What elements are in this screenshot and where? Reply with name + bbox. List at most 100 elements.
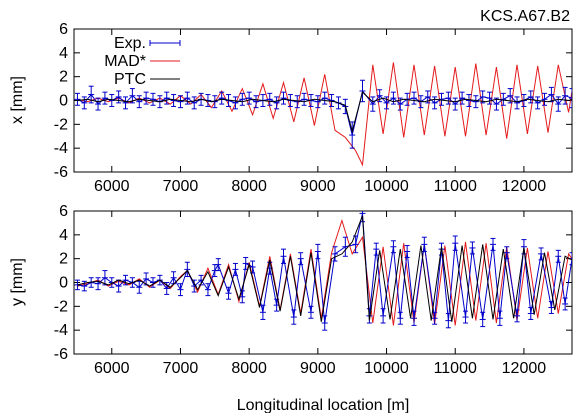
data-point-exp-y [101,270,108,286]
data-point-exp-y [380,308,387,324]
data-point-exp-y [259,304,266,320]
series-line-ptc-y [77,215,572,322]
data-point-exp-x [314,95,321,109]
data-point-exp-x [301,92,308,106]
data-point-exp-x [246,91,253,105]
data-point-exp-x [177,95,184,109]
series-line-mad-x [77,62,572,167]
y-tick-label: 2 [59,251,68,268]
data-point-exp-y [538,247,545,261]
data-point-exp-y [397,311,404,325]
x-axis-label: Longitudinal location [m] [237,397,410,413]
y-tick-label: 0 [59,275,68,292]
legend-label-exp: Exp. [114,35,146,52]
data-point-exp-x [541,92,548,106]
data-point-exp-y [184,261,191,278]
data-point-exp-y [314,243,321,260]
data-point-exp-x [95,97,102,111]
data-point-exp-x [328,94,335,107]
data-point-exp-y [332,246,339,262]
data-point-exp-y [496,310,503,326]
data-point-exp-y [555,249,562,263]
data-point-exp-y [514,309,521,323]
ticks-y-panel: 6000 7000 8000 9000 10000 11000 12000 -6 -4 -2 0 2 4… [54,203,572,377]
data-point-exp-y [177,283,184,297]
data-point-exp-y [321,315,328,331]
data-point-exp-x [81,96,88,110]
data-point-exp-y [562,297,569,311]
data-point-exp-y [352,235,359,254]
data-point-exp-x [170,94,177,107]
data-point-exp-x [74,92,81,106]
data-point-exp-y [469,241,476,255]
data-point-exp-y [342,236,349,257]
data-point-exp-y [479,311,486,328]
data-point-exp-x [359,79,366,103]
data-point-exp-x [101,91,108,105]
data-point-exp-x [431,96,438,110]
data-point-exp-x [232,96,239,110]
data-point-exp-y [490,237,497,251]
y-tick-label: 4 [59,227,68,244]
x-tick-label: 11000 [434,360,477,377]
data-point-exp-y [239,290,246,304]
data-point-exp-y [307,305,314,319]
data-point-exp-y [225,286,232,300]
x-tick-label: 9000 [300,178,336,195]
y-tick-label: -2 [54,298,68,315]
y-tick-label: -4 [54,322,68,339]
x-tick-label: 7000 [163,360,199,377]
y-tick-label: 0 [59,93,68,110]
data-point-exp-x [163,91,170,105]
data-point-exp-x [294,95,301,109]
data-point-exp-y [452,235,459,251]
x-tick-label: 12000 [502,360,547,377]
data-point-exp-x [253,95,260,109]
data-point-exp-x [562,86,569,105]
data-point-exp-y [431,311,438,325]
data-point-exp-y [290,309,297,325]
data-point-exp-y [232,262,239,276]
ticks-x-panel: 6000 7000 8000 9000 10000 11000 12000 -6 -4 -2 0 2 4… [54,21,572,195]
x-tick-label: 10000 [364,178,409,195]
data-point-exp-x [191,96,198,110]
x-tick-label: 12000 [502,178,547,195]
data-point-exp-x [534,96,541,110]
data-point-exp-x [452,97,459,111]
data-point-exp-y [520,239,527,255]
legend-label-ptc: PTC [114,71,146,88]
data-point-exp-x [493,97,500,111]
data-point-exp-x [184,91,191,105]
data-point-exp-x [239,92,246,106]
data-point-exp-x [472,95,479,109]
data-point-exp-x [411,91,418,105]
y-tick-label: -6 [54,346,68,363]
data-point-exp-x [321,91,328,105]
legend-item-exp: Exp. [94,35,181,52]
series-line-mad-y [77,218,572,326]
data-point-exp-y [421,236,428,253]
data-point-exp-x [569,88,572,109]
data-point-exp-y [411,310,418,326]
data-point-exp-x [527,90,534,104]
x-tick-label: 8000 [231,360,267,377]
x-tick-label: 6000 [94,178,130,195]
x-tick-label: 7000 [163,178,199,195]
data-point-exp-y [122,274,129,286]
data-point-exp-x [459,91,466,105]
data-point-exp-y [390,240,397,254]
data-point-exp-x [108,94,115,107]
data-point-exp-x [280,91,287,105]
data-point-exp-y [297,252,304,266]
data-point-exp-x [486,91,493,105]
data-point-exp-x [445,91,452,105]
series-layer-x [74,62,572,167]
series-layer-y [74,211,572,331]
y-tick-label: -4 [54,140,68,157]
data-point-exp-x [122,96,129,110]
data-point-exp-y [373,242,380,256]
y-tick-label: 4 [59,45,68,62]
y-tick-label: 6 [59,203,68,220]
panel-y: 6000 7000 8000 9000 10000 11000 12000 -6 -4 -2 0 2 4… [9,203,573,413]
